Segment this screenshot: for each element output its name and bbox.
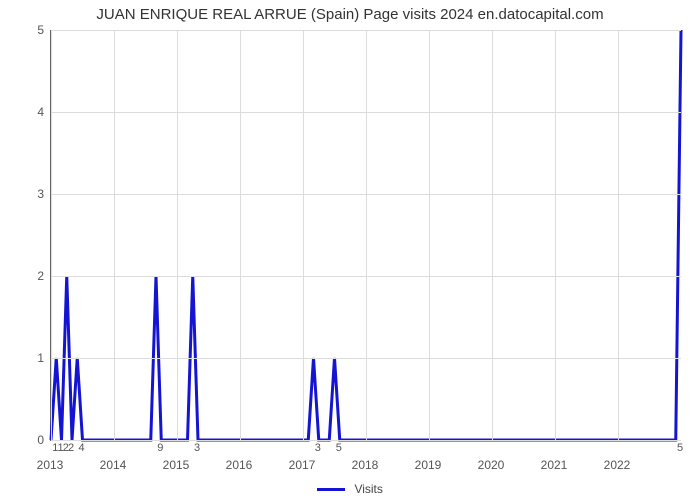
x-tick-year: 2014 (100, 458, 127, 472)
grid-v (177, 30, 178, 440)
y-tick-label: 4 (0, 105, 44, 119)
y-tick-label: 2 (0, 269, 44, 283)
y-tick-label: 5 (0, 23, 44, 37)
grid-v (366, 30, 367, 440)
point-value-label: 5 (336, 442, 342, 454)
point-value-label: 9 (157, 442, 163, 454)
point-value-label: 2 (68, 442, 74, 454)
grid-v (555, 30, 556, 440)
legend: Visits (0, 482, 700, 496)
x-tick-year: 2017 (289, 458, 316, 472)
x-tick-year: 2016 (226, 458, 253, 472)
grid-v (51, 30, 52, 440)
grid-v (429, 30, 430, 440)
x-tick-year: 2013 (37, 458, 64, 472)
legend-swatch (317, 488, 345, 491)
plot-area (50, 30, 681, 441)
point-value-label: 3 (194, 442, 200, 454)
x-tick-year: 2019 (415, 458, 442, 472)
x-tick-year: 2015 (163, 458, 190, 472)
chart-title: JUAN ENRIQUE REAL ARRUE (Spain) Page vis… (0, 6, 700, 23)
legend-label: Visits (354, 482, 382, 496)
x-tick-year: 2020 (478, 458, 505, 472)
grid-v (114, 30, 115, 440)
y-tick-label: 1 (0, 351, 44, 365)
point-value-label: 3 (315, 442, 321, 454)
y-tick-label: 3 (0, 187, 44, 201)
grid-v (303, 30, 304, 440)
x-tick-year: 2022 (604, 458, 631, 472)
y-tick-label: 0 (0, 433, 44, 447)
grid-h (51, 440, 681, 441)
grid-v (618, 30, 619, 440)
grid-v (492, 30, 493, 440)
point-value-label: 5 (677, 442, 683, 454)
grid-v (240, 30, 241, 440)
x-tick-year: 2021 (541, 458, 568, 472)
point-value-label: 4 (78, 442, 84, 454)
x-tick-year: 2018 (352, 458, 379, 472)
chart-container: JUAN ENRIQUE REAL ARRUE (Spain) Page vis… (0, 0, 700, 500)
